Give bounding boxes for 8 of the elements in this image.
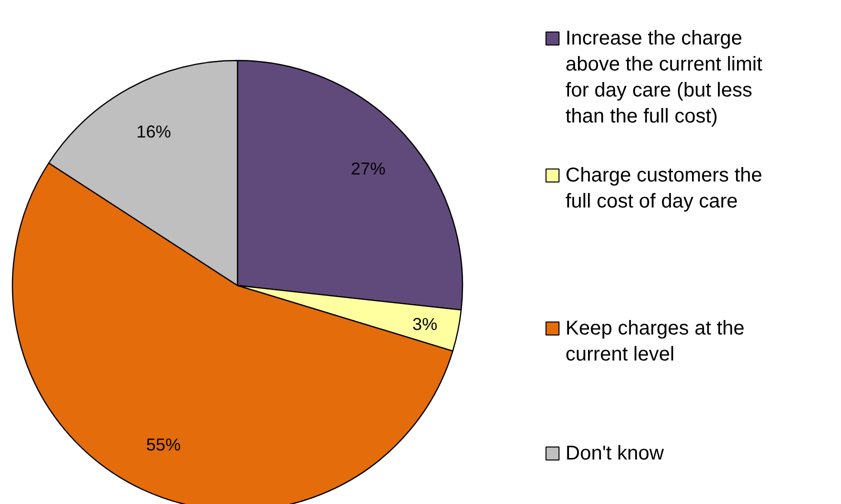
legend-label: Charge customers the full cost of day care bbox=[566, 164, 762, 212]
data-label: 3% bbox=[412, 314, 438, 334]
data-label: 27% bbox=[350, 158, 386, 178]
legend-label: Don't know bbox=[566, 442, 664, 464]
legend-label: Keep charges at the current level bbox=[566, 318, 745, 366]
legend-label: Increase the charge above the current limit for day care (but less than the full cost) bbox=[566, 28, 763, 128]
data-label: 16% bbox=[136, 121, 172, 142]
data-label: 55% bbox=[146, 434, 181, 455]
